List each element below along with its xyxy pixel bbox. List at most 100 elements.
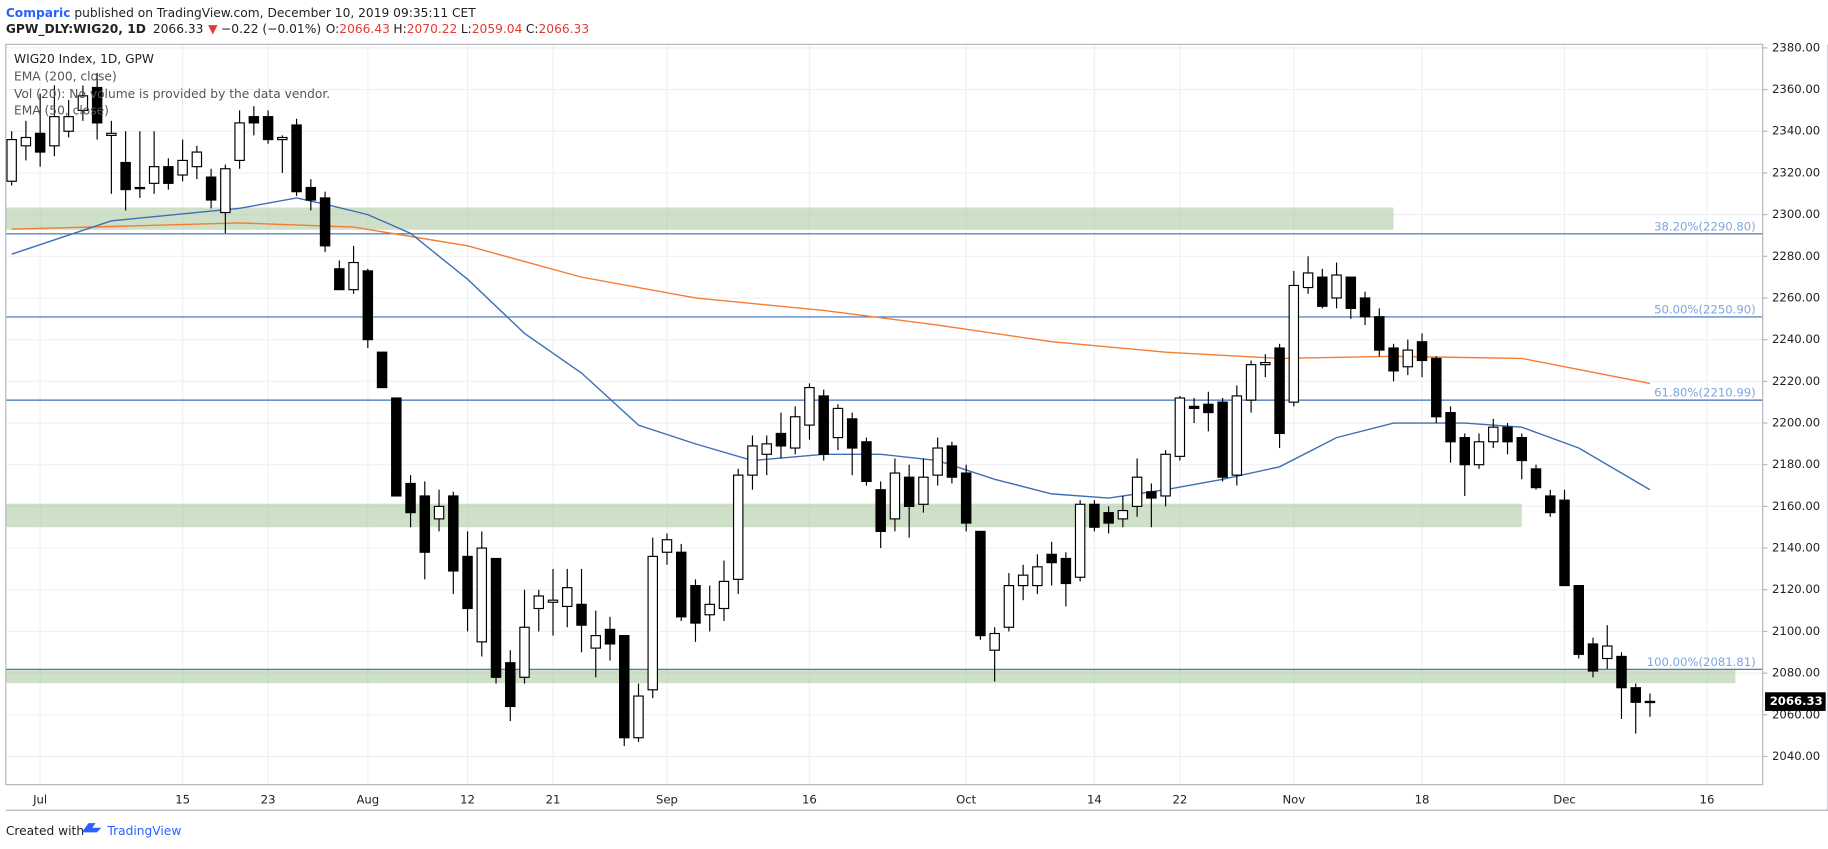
candle-body [619,635,630,739]
candle-body [1260,361,1271,366]
candle-body [1402,349,1414,368]
candle-body [205,176,217,201]
candle-body [348,261,359,291]
candle-body [775,432,787,447]
candle-body [1445,412,1456,443]
candle-body [462,555,473,610]
candle-body [590,635,602,649]
candle-body [1573,585,1584,655]
candle-body [946,445,958,478]
y-tick-label: 2360.00 [1772,82,1820,96]
candle-body [505,662,516,708]
l-label: L: [461,22,472,36]
candle-body [448,495,459,572]
legend: WIG20 Index, 1D, GPW EMA (200, close) Vo… [14,52,330,117]
x-tick-label: Dec [1553,792,1576,806]
chart-title: WIG20 Index, 1D, GPW [14,52,154,66]
legend-entry: EMA (50, close) [14,103,109,117]
candle-body [1274,347,1285,435]
candle-body [1317,276,1328,307]
candle-body [1473,441,1485,466]
brand-logo [81,823,102,833]
candle-body [1032,566,1043,587]
y-tick-label: 2200.00 [1772,416,1820,430]
candle-body [1146,491,1157,499]
level-label: 100.00%(2081.81) [1647,655,1756,669]
header-line: Comparic published on TradingView.com, D… [6,5,476,19]
y-tick-label: 2120.00 [1772,582,1820,596]
candle-body [675,551,687,618]
candle-body [747,445,758,476]
candle-body [305,186,317,201]
y-tick-label: 2280.00 [1772,249,1820,263]
candle-body [690,585,701,624]
candle-body [519,626,530,678]
candle-body [1188,405,1200,410]
candle-body [1530,468,1542,489]
candle-body [1374,316,1385,351]
candle-body [1616,655,1627,689]
candle-body [932,447,943,476]
candle-body [633,695,644,739]
plot-frame [5,43,1764,786]
candle-body [334,268,345,291]
candle-body [20,136,32,147]
y-tick-label: 2320.00 [1772,165,1820,179]
level-label: 61.80%(2210.99) [1654,386,1756,400]
candle-body [362,270,374,341]
candle-body [1388,347,1399,372]
candle-body [1017,574,1029,587]
symbol: GPW_DLY:WIG20, 1D [6,22,146,37]
candle-body [732,474,744,580]
x-tick-label: Oct [956,792,977,806]
symbol-line: GPW_DLY:WIG20, 1D 2066.33 ▼ −0.22 (−0.01%) O… [6,22,589,37]
y-tick-label: 2040.00 [1772,749,1820,763]
candle-body [846,418,858,449]
ema-line [11,222,1651,385]
candle-body [1089,503,1100,528]
candle-body [1431,357,1442,418]
h-value: 2070.22 [407,22,458,36]
candle-body [1046,553,1057,564]
candle-body [1245,364,1257,401]
candle-body [1516,437,1528,462]
level-label: 38.20%(2290.80) [1654,219,1756,233]
candle-body [1217,401,1228,478]
x-tick-label: 18 [1415,792,1430,806]
candle-body [818,395,829,455]
created-with: Created with [6,824,84,838]
y-tick-label: 2300.00 [1772,207,1820,221]
candle-body [490,557,502,678]
candle-body [861,441,872,482]
x-tick-label: Nov [1282,792,1305,806]
candle-body [319,197,331,247]
candle-body [63,116,74,132]
candle-body [476,547,488,643]
y-tick-label: 2340.00 [1772,124,1820,138]
candle-body [405,482,416,514]
candle-body [77,95,89,111]
x-tick-label: Sep [656,792,678,806]
x-tick-label: 23 [261,792,276,806]
y-tick-label: 2100.00 [1772,624,1820,638]
o-value: 2066.43 [339,22,390,36]
candle-body [604,628,616,645]
candle-body [804,387,815,426]
candle-body [547,599,559,603]
c-label: C: [526,22,539,36]
candle-body [1416,341,1428,362]
x-tick-label: 14 [1087,792,1102,806]
candle-body [91,86,103,124]
zone [5,207,1394,230]
volume-note: Vol (20): No volume is provided by the d… [14,87,330,101]
brand[interactable]: TradingView [106,824,181,838]
candle-body [1644,700,1656,704]
legend-entry: EMA (200, close) [14,69,117,83]
author[interactable]: Comparic [6,5,71,19]
candle-body [291,124,302,193]
candle-body [1203,403,1214,414]
level-label: 50.00%(2250.90) [1654,302,1756,316]
candle-body [1545,495,1556,514]
candle-body [1131,476,1143,507]
